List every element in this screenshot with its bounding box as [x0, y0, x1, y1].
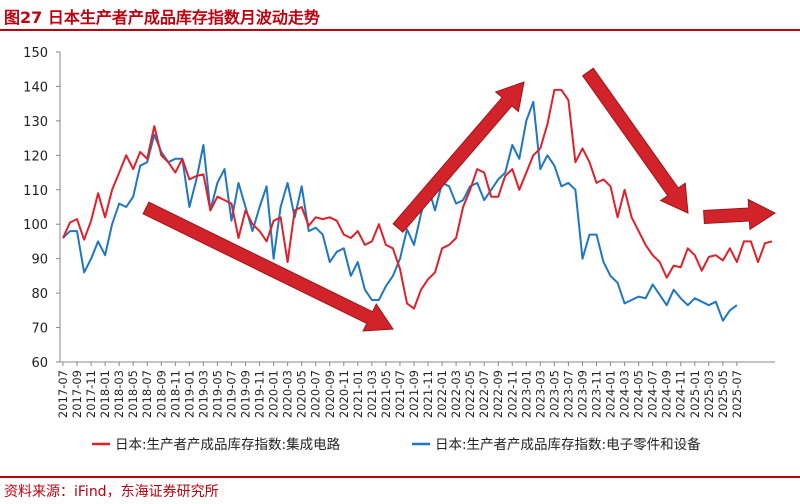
- line-chart: 60 70 80 90 100 110 120 130 140 150 2017-07 2017-09…: [23, 46, 777, 453]
- x-tick-label: 2023-09: [575, 370, 589, 418]
- x-tick-label: 2024-09: [660, 370, 674, 418]
- trend-arrow-flat: [703, 198, 777, 231]
- y-tick-label: 140: [23, 80, 48, 95]
- series-line-ec: [62, 100, 738, 322]
- y-tick-label: 110: [23, 184, 48, 199]
- x-tick-label: 2025-03: [702, 370, 716, 418]
- y-tick-label: 100: [23, 218, 48, 233]
- x-tick-label: 2019-11: [253, 370, 267, 418]
- x-tick-label: 2023-01: [519, 370, 533, 418]
- x-tick-label: 2021-09: [407, 370, 421, 418]
- x-tick-label: 2023-07: [561, 370, 575, 418]
- x-tick-label: 2022-11: [505, 370, 519, 418]
- trend-arrow-up: [392, 81, 525, 233]
- x-tick-label: 2017-11: [84, 370, 98, 418]
- x-tick-label: 2020-09: [323, 370, 337, 418]
- x-tick-label: 2019-07: [224, 370, 238, 418]
- x-tick-label: 2018-07: [140, 370, 154, 418]
- title-bar: 图27 日本生产者产成品库存指数月波动走势: [0, 0, 800, 31]
- y-tick-label: 90: [31, 253, 48, 268]
- title-divider: [0, 29, 800, 31]
- x-tick-label: 2018-11: [168, 370, 182, 418]
- x-tick-label: 2020-05: [295, 370, 309, 418]
- x-tick-label: 2021-11: [421, 370, 435, 418]
- x-tick-label: 2019-03: [196, 370, 210, 418]
- x-tick-label: 2023-11: [590, 370, 604, 418]
- x-tick-label: 2022-07: [477, 370, 491, 418]
- x-tick-label: 2022-09: [491, 370, 505, 418]
- x-tick-label: 2022-05: [463, 370, 477, 418]
- chart-area: 60 70 80 90 100 110 120 130 140 150 2017-07 2017-09…: [0, 32, 800, 474]
- x-tick-label: 2024-01: [604, 370, 618, 418]
- x-tick-label: 2019-01: [182, 370, 196, 418]
- x-tick-label: 2019-05: [210, 370, 224, 418]
- legend-label-ec: 日本:生产者产成品库存指数:电子零件和设备: [435, 436, 701, 453]
- x-tick-label: 2024-11: [674, 370, 688, 418]
- series-line-ic: [62, 88, 773, 310]
- x-tick-label: 2018-01: [98, 370, 112, 418]
- x-tick-label: 2024-05: [632, 370, 646, 418]
- y-tick-label: 120: [23, 149, 48, 164]
- y-tick-label: 70: [31, 322, 48, 337]
- x-tick-label: 2017-07: [56, 370, 70, 418]
- x-tick-label: 2019-09: [239, 370, 253, 418]
- trend-arrow-down-1: [142, 201, 394, 332]
- x-tick-label: 2023-03: [533, 370, 547, 418]
- x-tick-label: 2018-03: [112, 370, 126, 418]
- x-tick-label: 2025-07: [730, 370, 744, 418]
- x-tick-label: 2021-03: [365, 370, 379, 418]
- x-tick-label: 2020-03: [281, 370, 295, 418]
- y-tick-label: 80: [31, 287, 48, 302]
- x-tick-label: 2017-09: [70, 370, 84, 418]
- chart-title: 图27 日本生产者产成品库存指数月波动走势: [4, 8, 320, 27]
- x-tick-label: 2022-01: [435, 370, 449, 418]
- trend-arrow-down-2: [582, 67, 689, 214]
- x-tick-label: 2020-01: [267, 370, 281, 418]
- x-tick-label: 2021-01: [351, 370, 365, 418]
- x-tick-label: 2021-05: [379, 370, 393, 418]
- source-divider: [0, 476, 800, 478]
- x-tick-label: 2025-05: [716, 370, 730, 418]
- y-tick-label: 60: [31, 356, 48, 371]
- x-tick-label: 2018-05: [126, 370, 140, 418]
- x-tick-label: 2025-01: [688, 370, 702, 418]
- x-tick-label: 2020-07: [309, 370, 323, 418]
- x-tick-label: 2023-05: [547, 370, 561, 418]
- y-tick-label: 130: [23, 115, 48, 130]
- x-tick-label: 2020-11: [337, 370, 351, 418]
- x-tick-label: 2021-07: [393, 370, 407, 418]
- x-tick-label: 2022-03: [449, 370, 463, 418]
- x-tick-label: 2018-09: [154, 370, 168, 418]
- y-tick-label: 150: [23, 46, 48, 61]
- x-tick-label: 2024-03: [618, 370, 632, 418]
- source-note: 资料来源：iFind，东海证券研究所: [4, 484, 219, 500]
- x-tick-label: 2024-07: [646, 370, 660, 418]
- legend-label-ic: 日本:生产者产成品库存指数:集成电路: [115, 437, 341, 453]
